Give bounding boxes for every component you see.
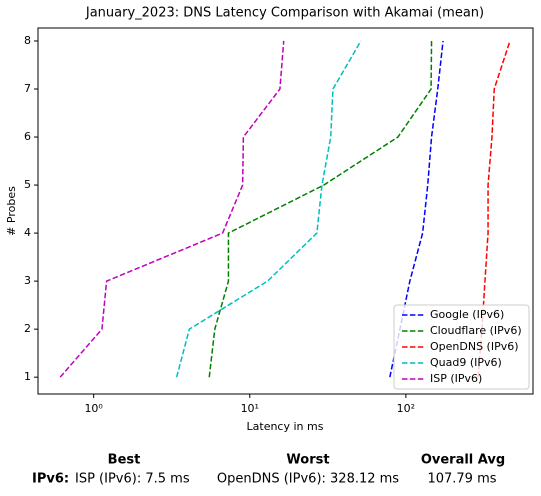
summary-row-label: IPv6: <box>32 472 69 487</box>
y-tick-label: 3 <box>24 274 31 287</box>
x-tick-label: 10⁰ <box>84 402 103 415</box>
summary-header: Best <box>108 453 141 468</box>
y-axis-label: # Probes <box>5 186 18 236</box>
summary-header: Overall Avg <box>421 453 505 468</box>
x-tick-label: 10² <box>397 402 415 415</box>
y-tick-label: 8 <box>24 34 31 47</box>
plot-frame <box>37 27 534 395</box>
y-tick-label: 6 <box>24 130 31 143</box>
legend-label: Google (IPv6) <box>430 308 504 321</box>
summary-cell: ISP (IPv6): 7.5 ms <box>75 472 190 487</box>
y-tick-label: 5 <box>24 178 31 191</box>
legend-label: OpenDNS (IPv6) <box>430 340 519 353</box>
chart-title: January_2023: DNS Latency Comparison wit… <box>85 6 484 21</box>
summary-header: Worst <box>286 453 329 468</box>
series-line <box>208 40 433 378</box>
x-axis-label: Latency in ms <box>247 420 324 433</box>
legend-label: ISP (IPv6) <box>430 372 482 385</box>
legend-label: Quad9 (IPv6) <box>430 356 502 369</box>
series-line <box>59 40 285 378</box>
legend-box <box>393 304 530 390</box>
summary-cell: OpenDNS (IPv6): 328.12 ms <box>217 472 399 487</box>
y-tick-label: 4 <box>24 226 31 239</box>
series-line <box>175 40 362 378</box>
legend-label: Cloudflare (IPv6) <box>430 324 522 337</box>
y-tick-label: 7 <box>24 82 31 95</box>
x-tick-label: 10¹ <box>241 402 259 415</box>
y-tick-label: 2 <box>24 322 31 335</box>
summary-cell: 107.79 ms <box>427 472 496 487</box>
y-tick-label: 1 <box>24 370 31 383</box>
